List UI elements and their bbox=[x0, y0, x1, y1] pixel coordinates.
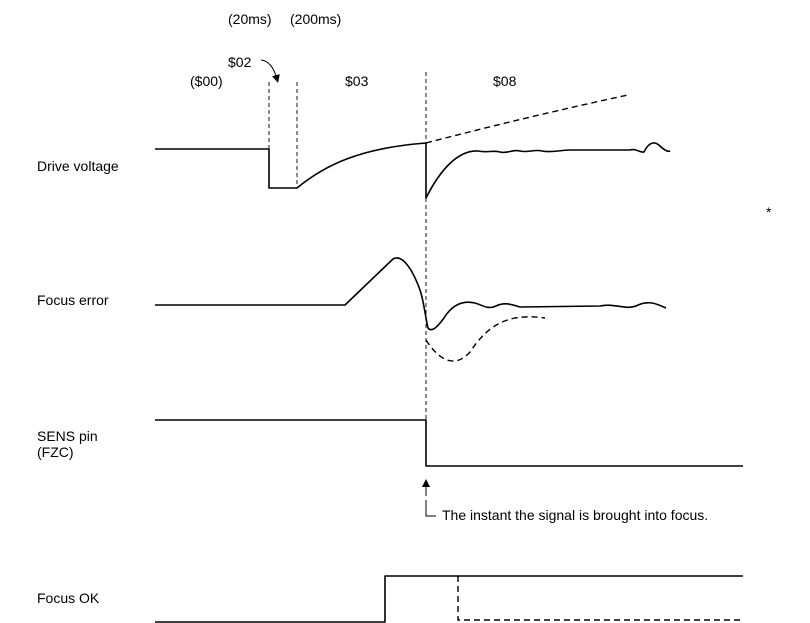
signal-label-sens-pin: SENS pin bbox=[37, 428, 98, 444]
timing-label-20ms: (20ms) bbox=[228, 11, 272, 27]
focus-ok-trace bbox=[155, 575, 743, 623]
state-label-02: $02 bbox=[228, 54, 252, 70]
signal-label-focus-error: Focus error bbox=[37, 292, 109, 308]
state-label-08: $08 bbox=[493, 73, 517, 89]
timing-label-200ms: (200ms) bbox=[290, 11, 341, 27]
drive-voltage-dashed-trace bbox=[425, 94, 629, 144]
focus-instant-leader bbox=[425, 500, 436, 517]
signal-label-focus-ok: Focus OK bbox=[37, 590, 100, 606]
signal-label-drive-voltage: Drive voltage bbox=[37, 158, 119, 174]
focus-ok-dashed-trace bbox=[457, 576, 743, 621]
signal-label-fzc: (FZC) bbox=[37, 444, 74, 460]
state-02-arrow bbox=[260, 59, 280, 83]
asterisk-mark: * bbox=[766, 204, 772, 220]
drive-voltage-trace bbox=[155, 142, 671, 199]
focus-error-dashed-trace bbox=[425, 316, 546, 362]
state-label-03: $03 bbox=[345, 73, 369, 89]
focus-error-trace bbox=[155, 257, 667, 331]
focus-instant-annotation: The instant the signal is brought into f… bbox=[442, 507, 708, 523]
sens-pin-trace bbox=[155, 419, 743, 467]
state-label-00: ($00) bbox=[190, 73, 223, 89]
